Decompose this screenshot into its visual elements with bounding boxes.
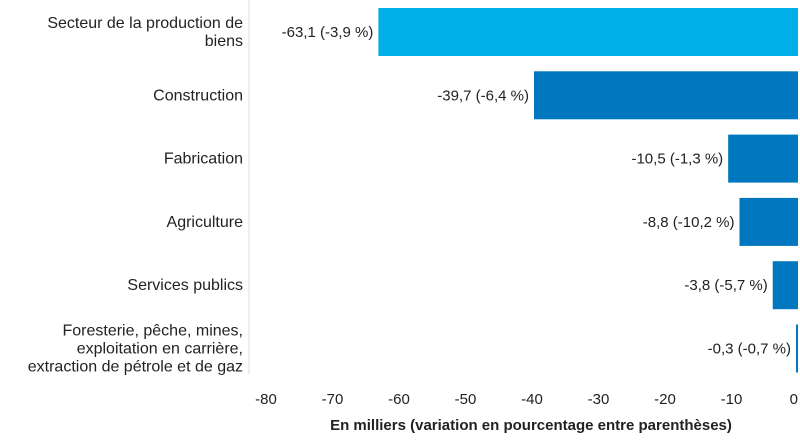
bar-value-label: -39,7 (-6,4 %) [437,87,529,104]
category-label: Agriculture [167,214,244,231]
value-labels-group: -63,1 (-3,9 %) -39,7 (-6,4 %) -10,5 (-1,3 … [282,24,791,358]
category-label-line: biens [205,33,243,50]
bar [772,261,798,310]
bar [533,71,798,120]
x-tick-label: -60 [388,391,410,408]
category-label: Construction [153,87,243,104]
bar-value-label: -10,5 (-1,3 %) [631,151,723,168]
bar [728,134,798,183]
x-tick-labels-group: -80 -70 -60 -50 -40 -30 -20 -10 0 [255,391,798,408]
category-label: Fabrication [164,151,243,168]
x-tick-label: -20 [654,391,676,408]
category-label-line: Fabrication [164,151,243,168]
category-label-line: Construction [153,87,243,104]
x-tick-label: -10 [721,391,743,408]
category-label-line: extraction de pétrole et de gaz [28,359,243,376]
category-label: Services publics [127,277,243,294]
category-label-line: Foresterie, pêche, mines, [62,323,243,340]
bar [796,324,799,373]
bars-group [378,8,799,373]
x-tick-label: 0 [790,391,798,408]
bar-value-label: -8,8 (-10,2 %) [643,214,735,231]
bar-value-label: -0,3 (-0,7 %) [708,341,791,358]
x-axis-title: En milliers (variation en pourcentage en… [330,417,732,434]
x-tick-label: -30 [588,391,610,408]
category-label: Secteur de la production de biens [47,15,243,50]
category-label-line: exploitation en carrière, [77,341,243,358]
x-tick-label: -50 [455,391,477,408]
category-label-line: Secteur de la production de [47,15,243,32]
bar [739,197,798,246]
bar-value-label: -3,8 (-5,7 %) [684,277,767,294]
x-tick-label: -80 [255,391,277,408]
category-label: Foresterie, pêche, mines, exploitation en… [28,323,243,376]
category-label-line: Agriculture [167,214,244,231]
x-tick-label: -40 [521,391,543,408]
category-label-line: Services publics [127,277,243,294]
x-tick-label: -70 [322,391,344,408]
category-labels-group: Secteur de la production de biens Construc… [28,15,243,376]
bar [378,8,798,56]
bar-value-label: -63,1 (-3,9 %) [282,24,374,41]
